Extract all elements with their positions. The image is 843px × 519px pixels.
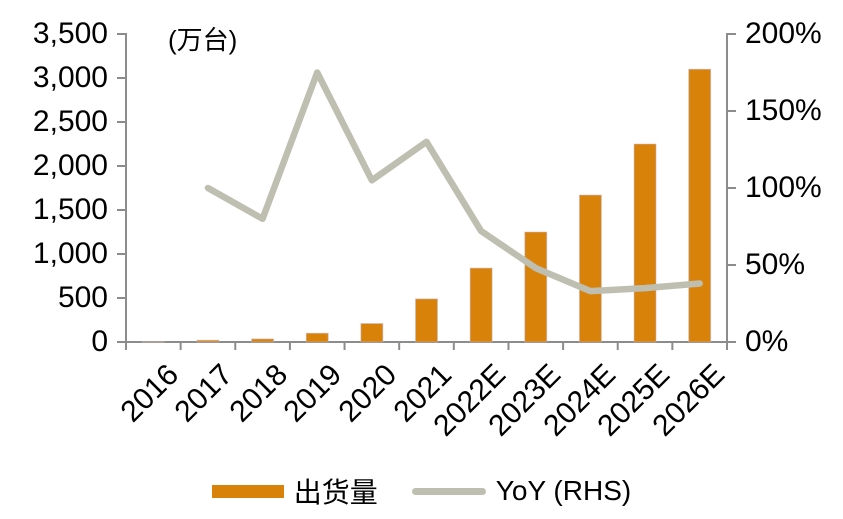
- left-axis-label-3,000: 3,000: [32, 61, 108, 94]
- legend-item-shipments: 出货量: [211, 471, 378, 511]
- legend-item-yoy: YoY (RHS): [411, 475, 632, 507]
- yoy-line: [204, 69, 703, 295]
- bar-2021: [415, 298, 438, 343]
- right-axis-label-200%: 200%: [745, 17, 822, 50]
- bar-2017: [196, 339, 220, 343]
- bar-2020: [360, 323, 384, 343]
- bar-2022E: [469, 267, 493, 343]
- left-axis-label-2,500: 2,500: [32, 105, 108, 138]
- right-axis-label-150%: 150%: [745, 94, 822, 127]
- bar-2019: [305, 332, 329, 343]
- left-axis-label-3,500: 3,500: [32, 17, 108, 50]
- bar-2018: [251, 338, 275, 343]
- left-axis-label-1,500: 1,500: [32, 193, 108, 226]
- bar-2025E: [633, 143, 657, 343]
- left-axis-label-500: 500: [57, 281, 108, 314]
- right-axis-label-50%: 50%: [745, 248, 806, 281]
- legend-label-shipments: 出货量: [293, 477, 378, 508]
- right-axis-label-100%: 100%: [745, 171, 822, 204]
- bar-2026E: [688, 68, 712, 343]
- left-axis-label-0: 0: [91, 325, 108, 358]
- bar-swatch: [211, 484, 284, 498]
- bar-2016: [141, 341, 165, 343]
- left-axis-label-1,000: 1,000: [32, 237, 108, 270]
- bar-2023E: [524, 231, 548, 343]
- left-axis-label-2,000: 2,000: [32, 149, 108, 182]
- legend-label-yoy: YoY (RHS): [495, 475, 632, 506]
- line-swatch: [411, 487, 486, 495]
- right-axis-label-0%: 0%: [745, 325, 789, 358]
- chart-title: (万台): [168, 25, 238, 55]
- legend: 出货量 YoY (RHS): [0, 470, 843, 512]
- bar-2024E: [578, 194, 602, 343]
